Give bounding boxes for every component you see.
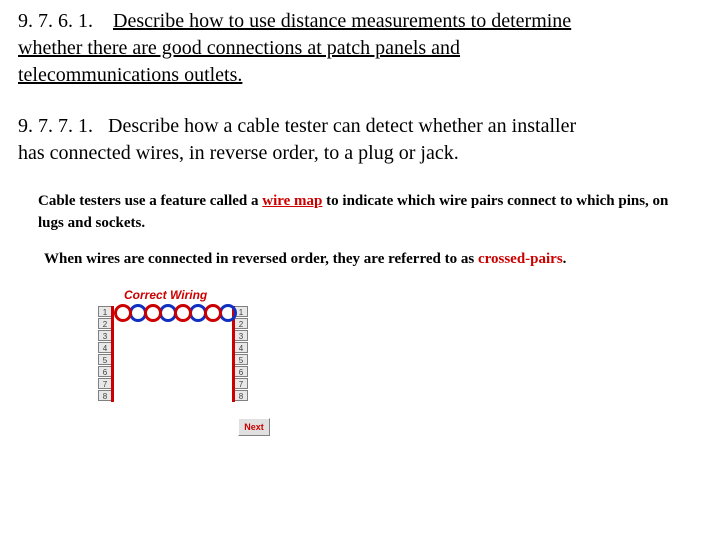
body2-pre: When wires are connected in reversed ord… <box>44 251 478 267</box>
section-number-1: 9. 7. 6. 1. <box>18 10 93 32</box>
diagram-container: Correct Wiring 1122334455667788Next <box>78 288 702 436</box>
ring-7 <box>204 304 222 322</box>
pin-left-7: 7 <box>98 378 112 389</box>
section-title-1b: whether there are good connections at pa… <box>18 37 460 59</box>
pin-left-2: 2 <box>98 318 112 329</box>
pin-left-3: 3 <box>98 330 112 341</box>
wiring-diagram: 1122334455667788Next <box>78 306 278 436</box>
section-title-1c: telecommunications outlets. <box>18 64 242 86</box>
body-paragraph-1: Cable testers use a feature called a wir… <box>38 191 682 235</box>
ring-3 <box>144 304 162 322</box>
section-heading-2: 9. 7. 7. 1. Describe how a cable tester … <box>18 113 702 167</box>
body1-pre: Cable testers use a feature called a <box>38 193 262 209</box>
pin-left-4: 4 <box>98 342 112 353</box>
pin-right-4: 4 <box>234 342 248 353</box>
ring-1 <box>114 304 132 322</box>
body-paragraph-2: When wires are connected in reversed ord… <box>44 249 682 271</box>
pin-left-6: 6 <box>98 366 112 377</box>
page: 9. 7. 6. 1. Describe how to use distance… <box>0 0 720 436</box>
pin-left-1: 1 <box>98 306 112 317</box>
wire-map-term: wire map <box>262 193 322 209</box>
crossed-pairs-term: crossed-pairs <box>478 251 563 267</box>
ring-5 <box>174 304 192 322</box>
pin-right-7: 7 <box>234 378 248 389</box>
pin-right-6: 6 <box>234 366 248 377</box>
section-title-1a: Describe how to use distance measurement… <box>113 10 571 32</box>
section-heading-1: 9. 7. 6. 1. Describe how to use distance… <box>18 8 702 89</box>
pin-right-2: 2 <box>234 318 248 329</box>
section-title-2b: has connected wires, in reverse order, t… <box>18 142 459 164</box>
pin-left-8: 8 <box>98 390 112 401</box>
pin-left-5: 5 <box>98 354 112 365</box>
section-title-2a: Describe how a cable tester can detect w… <box>108 115 576 137</box>
pin-right-8: 8 <box>234 390 248 401</box>
wire-left <box>111 306 114 402</box>
pin-right-3: 3 <box>234 330 248 341</box>
next-button[interactable]: Next <box>238 418 270 436</box>
diagram-title: Correct Wiring <box>124 288 702 302</box>
body2-post: . <box>563 251 567 267</box>
section-number-2: 9. 7. 7. 1. <box>18 115 93 137</box>
pin-right-5: 5 <box>234 354 248 365</box>
